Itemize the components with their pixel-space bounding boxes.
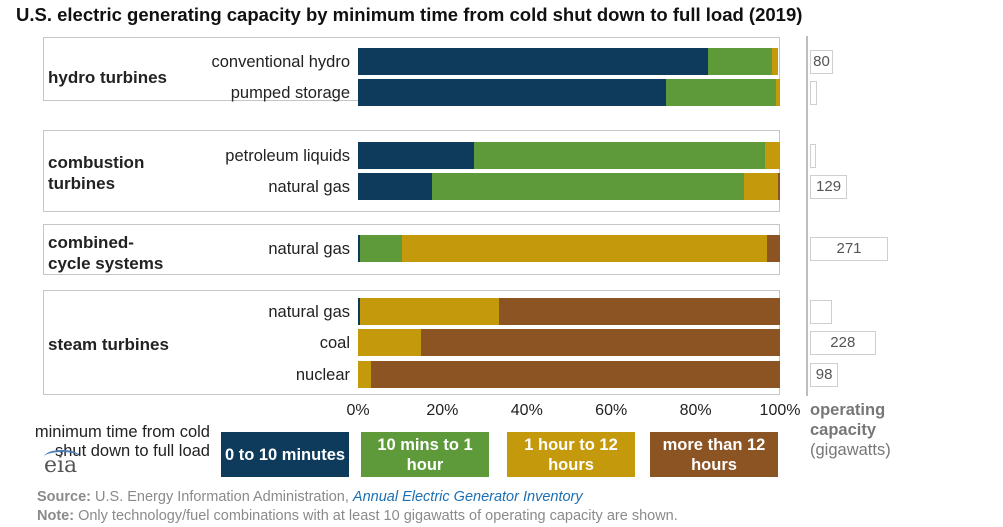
x-tick-label: 0% xyxy=(346,402,370,419)
row-label: natural gas xyxy=(268,240,350,258)
bar-segment xyxy=(765,142,780,169)
row-label: petroleum liquids xyxy=(225,147,350,165)
legend-item: 1 hour to 12 hours xyxy=(507,432,635,477)
legend-item: 10 mins to 1 hour xyxy=(361,432,489,477)
capacity-axis-title-line: capacity xyxy=(810,421,877,439)
bar-segment xyxy=(775,79,780,106)
group-label-line: hydro turbines xyxy=(48,68,168,87)
bar-segment xyxy=(767,235,780,262)
row-label: coal xyxy=(319,334,350,352)
capacity-box: 98 xyxy=(810,363,839,387)
group-label-line: cycle systems xyxy=(48,254,164,273)
bar-segment xyxy=(402,235,768,262)
group-label: steam turbines xyxy=(48,334,169,355)
note-label: Note: xyxy=(37,508,75,524)
bar-segment xyxy=(708,48,772,75)
bar-segment xyxy=(474,142,766,169)
x-tick-label: 60% xyxy=(595,402,628,419)
note-text: Only technology/fuel combinations with a… xyxy=(74,508,678,524)
source-link[interactable]: Annual Electric Generator Inventory xyxy=(352,489,583,505)
bar-segment xyxy=(771,48,778,75)
capacity-box xyxy=(810,144,816,168)
legend-item: more than 12 hours xyxy=(650,432,778,477)
bar-segment xyxy=(358,361,371,388)
bar-segment xyxy=(370,361,780,388)
bar-segment xyxy=(358,48,709,75)
capacity-axis-line xyxy=(806,36,808,396)
group-label: combustion turbines xyxy=(48,152,144,194)
row-label: nuclear xyxy=(295,366,350,384)
row-label: natural gas xyxy=(268,178,350,196)
capacity-box: 129 xyxy=(810,175,848,199)
bar-segment xyxy=(499,298,780,325)
chart-title: U.S. electric generating capacity by min… xyxy=(16,4,803,25)
group-label-line: steam turbines xyxy=(48,335,169,354)
bar-segment xyxy=(358,235,361,262)
x-tick-label: 80% xyxy=(679,402,712,419)
bar-segment xyxy=(777,173,780,200)
capacity-axis-title-line: operating xyxy=(810,401,886,419)
row-label: conventional hydro xyxy=(211,53,350,71)
legend-item: 0 to 10 minutes xyxy=(221,432,349,477)
bar-segment xyxy=(358,79,667,106)
bar-segment xyxy=(744,173,778,200)
eia-logo-arc xyxy=(44,450,80,464)
bar-segment xyxy=(431,173,745,200)
x-tick-label: 20% xyxy=(426,402,459,419)
footnote: Note: Only technology/fuel combinations … xyxy=(37,508,678,524)
bar-segment xyxy=(360,235,403,262)
bar-segment xyxy=(358,142,475,169)
group-label-line: combustion xyxy=(48,153,145,172)
bar-segment xyxy=(421,329,780,356)
group-label-line: turbines xyxy=(48,174,116,193)
legend-title: minimum time from cold shut down to full… xyxy=(34,423,210,460)
capacity-box xyxy=(810,81,817,105)
capacity-axis-title-line: (gigawatts) xyxy=(810,441,891,459)
bar-segment xyxy=(358,173,432,200)
bar-segment xyxy=(358,298,361,325)
capacity-box xyxy=(810,300,832,324)
capacity-axis-title: operating capacity (gigawatts) xyxy=(810,400,891,460)
capacity-box: 228 xyxy=(810,331,876,355)
x-tick-label: 100% xyxy=(759,402,801,419)
group-label: hydro turbines xyxy=(48,67,167,88)
group-label: combined-cycle systems xyxy=(48,232,163,274)
source-label: Source: xyxy=(37,489,91,505)
row-label: natural gas xyxy=(268,303,350,321)
capacity-box: 271 xyxy=(810,237,888,261)
row-label: pumped storage xyxy=(230,84,350,102)
capacity-box: 80 xyxy=(810,50,834,74)
source-note: Source: U.S. Energy Information Administ… xyxy=(37,489,583,505)
eia-logo: eia xyxy=(44,453,78,478)
bar-segment xyxy=(358,329,422,356)
group-label-line: combined- xyxy=(48,233,134,252)
x-tick-label: 40% xyxy=(510,402,543,419)
bar-segment xyxy=(666,79,776,106)
source-text: U.S. Energy Information Administration, xyxy=(91,489,353,505)
bar-segment xyxy=(360,298,500,325)
